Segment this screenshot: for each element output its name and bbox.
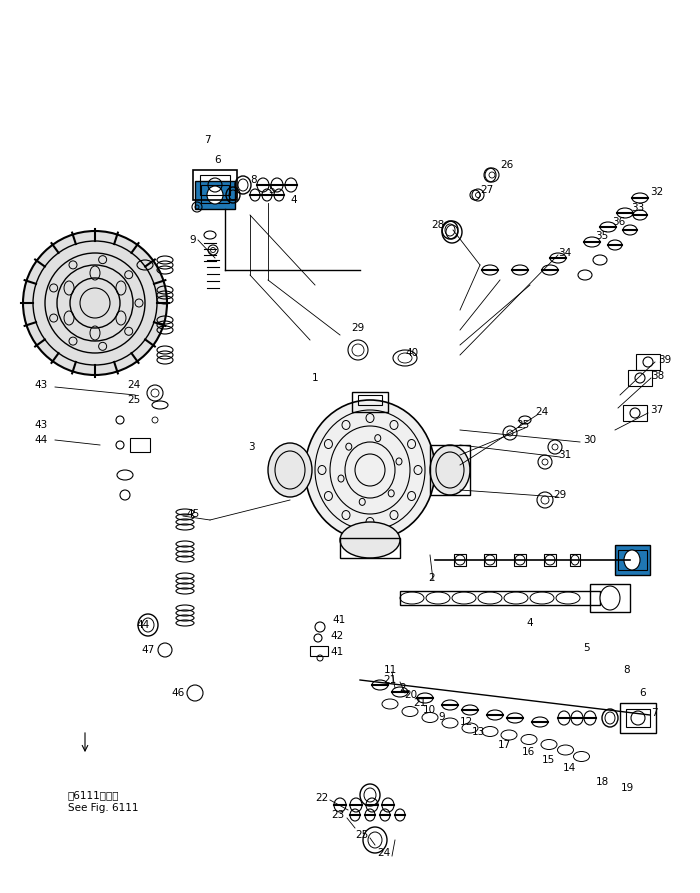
- Text: 30: 30: [583, 435, 596, 445]
- Bar: [430, 445, 470, 495]
- Text: 9: 9: [438, 712, 445, 722]
- Text: 18: 18: [596, 777, 609, 787]
- Text: 21: 21: [384, 675, 397, 685]
- Text: 9: 9: [190, 235, 196, 245]
- Text: 4: 4: [526, 618, 533, 628]
- Bar: [623, 405, 647, 421]
- Bar: [620, 703, 656, 733]
- Text: 17: 17: [498, 740, 511, 750]
- Text: 36: 36: [612, 217, 625, 227]
- Bar: [200, 175, 230, 195]
- Text: 34: 34: [558, 248, 571, 258]
- Text: 13: 13: [472, 727, 485, 737]
- Text: 40: 40: [405, 348, 418, 358]
- Bar: [618, 550, 647, 570]
- Text: 43: 43: [35, 420, 48, 430]
- Ellipse shape: [268, 443, 312, 497]
- Text: 29: 29: [553, 490, 566, 500]
- Ellipse shape: [624, 550, 640, 570]
- Text: 5: 5: [268, 185, 274, 195]
- Ellipse shape: [340, 522, 400, 558]
- Bar: [195, 181, 235, 209]
- Text: 2: 2: [428, 573, 435, 583]
- Text: 41: 41: [330, 647, 343, 657]
- Text: 21: 21: [414, 698, 427, 708]
- Text: 44: 44: [35, 435, 48, 445]
- Text: 26: 26: [500, 160, 513, 170]
- Text: 11: 11: [384, 665, 397, 675]
- Ellipse shape: [207, 186, 223, 204]
- Text: 20: 20: [404, 690, 417, 700]
- Text: 15: 15: [542, 755, 555, 765]
- Bar: [514, 554, 526, 566]
- Text: 25: 25: [127, 395, 141, 405]
- Text: 1: 1: [312, 373, 318, 383]
- Text: 10: 10: [423, 705, 436, 715]
- Text: 23: 23: [332, 810, 345, 820]
- Text: 19: 19: [621, 783, 634, 793]
- Text: 39: 39: [658, 355, 671, 365]
- Text: 28: 28: [430, 220, 444, 230]
- Text: 45: 45: [186, 509, 200, 519]
- Bar: [201, 185, 229, 203]
- Bar: [310, 646, 328, 656]
- Text: 第6111図参照: 第6111図参照: [68, 790, 120, 800]
- Text: 31: 31: [558, 450, 571, 460]
- Text: 8: 8: [250, 175, 257, 185]
- Bar: [544, 554, 556, 566]
- Text: 44: 44: [136, 620, 150, 630]
- Text: 7: 7: [204, 135, 210, 145]
- Text: 6: 6: [639, 688, 645, 698]
- Text: 29: 29: [351, 323, 365, 333]
- Bar: [193, 170, 237, 200]
- Text: 3: 3: [248, 442, 255, 452]
- Text: 16: 16: [522, 747, 536, 757]
- Text: 35: 35: [595, 231, 608, 241]
- Text: 14: 14: [563, 763, 576, 773]
- Text: 37: 37: [650, 405, 664, 415]
- Bar: [626, 709, 650, 727]
- Text: 25: 25: [516, 420, 529, 430]
- Text: 7: 7: [651, 708, 657, 718]
- Bar: [358, 395, 382, 405]
- Text: 8: 8: [623, 665, 629, 675]
- Text: 25: 25: [355, 830, 368, 840]
- Text: 2: 2: [400, 683, 406, 693]
- Text: 5: 5: [583, 643, 589, 653]
- Bar: [628, 370, 652, 386]
- Text: 41: 41: [332, 615, 345, 625]
- Text: 46: 46: [172, 688, 185, 698]
- Bar: [570, 554, 580, 566]
- Text: 24: 24: [377, 848, 390, 858]
- Bar: [400, 591, 600, 605]
- Text: 38: 38: [651, 371, 664, 381]
- Bar: [352, 392, 388, 412]
- Text: 24: 24: [535, 407, 548, 417]
- Bar: [130, 438, 150, 452]
- Bar: [590, 584, 630, 612]
- Ellipse shape: [430, 445, 470, 495]
- Text: 24: 24: [127, 380, 141, 390]
- Ellipse shape: [305, 400, 435, 540]
- Text: See Fig. 6111: See Fig. 6111: [68, 803, 139, 813]
- Bar: [484, 554, 496, 566]
- Text: 6: 6: [215, 155, 221, 165]
- Bar: [454, 554, 466, 566]
- Text: 4: 4: [290, 195, 297, 205]
- Text: 47: 47: [141, 645, 155, 655]
- Text: 27: 27: [480, 185, 494, 195]
- Text: 43: 43: [35, 380, 48, 390]
- Text: 22: 22: [315, 793, 328, 803]
- Text: 12: 12: [460, 717, 473, 727]
- Ellipse shape: [600, 586, 620, 610]
- Text: 33: 33: [631, 203, 644, 213]
- Ellipse shape: [23, 231, 167, 375]
- Bar: [615, 545, 650, 575]
- Text: 32: 32: [650, 187, 664, 197]
- Bar: [340, 538, 400, 558]
- Bar: [636, 354, 660, 370]
- Text: 42: 42: [330, 631, 343, 641]
